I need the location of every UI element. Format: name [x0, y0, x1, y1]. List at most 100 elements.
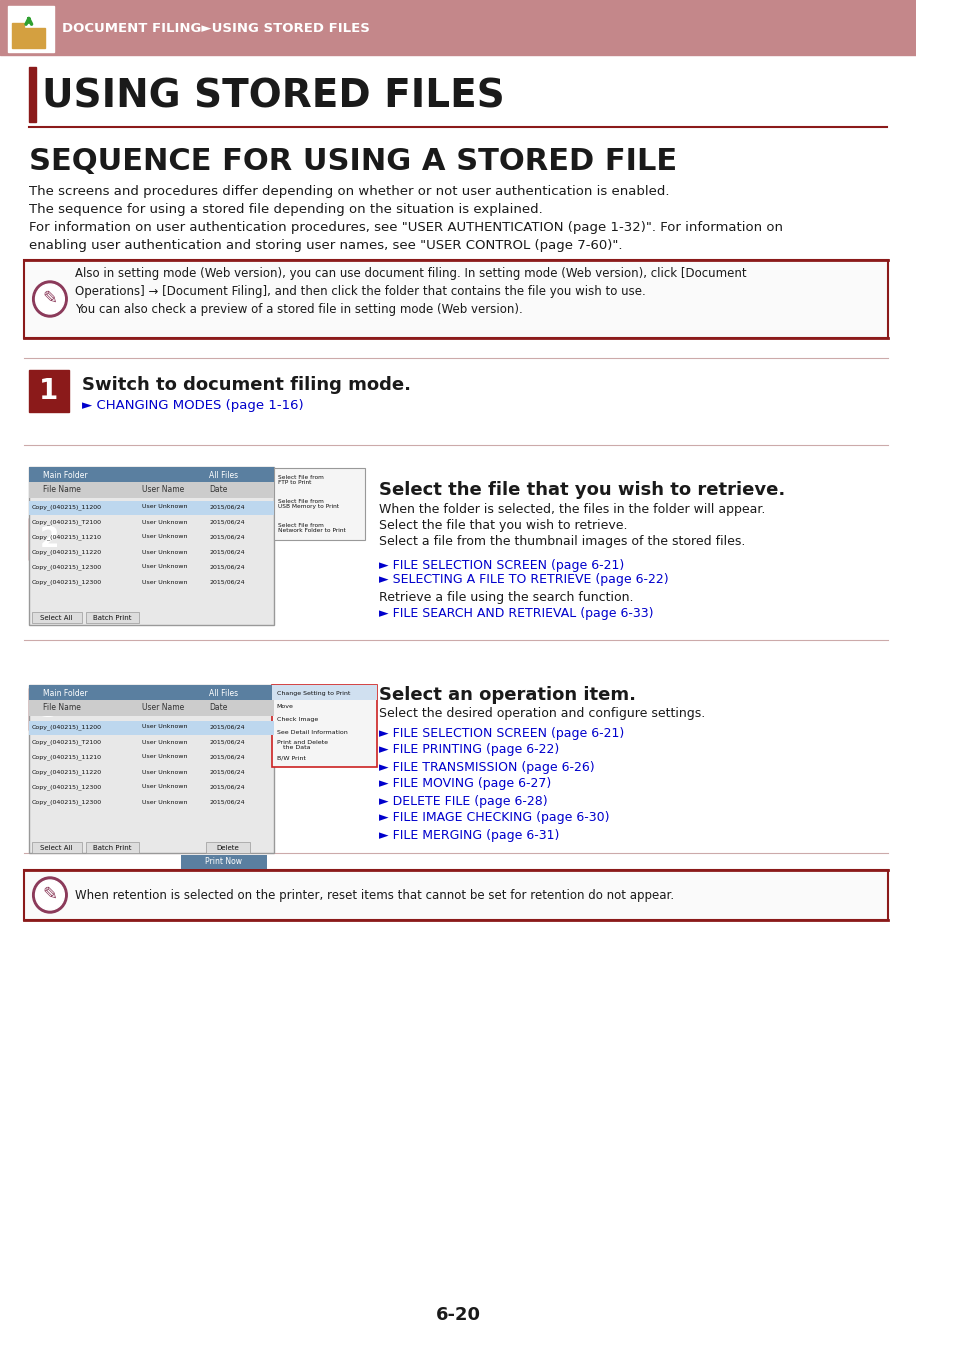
Bar [29, 482, 274, 498]
Text: ► FILE PRINTING (page 6-22): ► FILE PRINTING (page 6-22) [379, 744, 559, 756]
Bar [180, 855, 267, 869]
Text: ► FILE SELECTION SCREEN (page 6-21): ► FILE SELECTION SCREEN (page 6-21) [379, 559, 624, 571]
Text: User Unknown: User Unknown [142, 579, 188, 585]
Bar [29, 684, 274, 853]
Bar [29, 688, 69, 730]
Text: Move: Move [276, 703, 294, 709]
Text: Select All: Select All [40, 845, 72, 850]
Text: For information on user authentication procedures, see "USER AUTHENTICATION (pag: For information on user authentication p… [29, 221, 782, 235]
Text: ✎: ✎ [42, 886, 57, 904]
Text: User Unknown: User Unknown [142, 755, 188, 760]
Text: Delete: Delete [216, 845, 238, 850]
Bar [29, 684, 274, 701]
Text: 3: 3 [39, 695, 58, 724]
Text: User Unknown: User Unknown [142, 520, 188, 525]
Circle shape [35, 284, 64, 315]
Text: 1: 1 [39, 377, 58, 405]
Bar [29, 518, 69, 560]
Text: Copy_(040215)_T2100: Copy_(040215)_T2100 [31, 520, 102, 525]
Bar [29, 721, 274, 734]
Bar [87, 842, 139, 853]
Text: 2015/06/24: 2015/06/24 [209, 535, 245, 540]
Text: 2015/06/24: 2015/06/24 [209, 755, 245, 760]
Text: User Unknown: User Unknown [142, 799, 188, 805]
Bar [12, 23, 24, 28]
Bar [29, 501, 274, 514]
Text: 2015/06/24: 2015/06/24 [209, 784, 245, 790]
Text: User Unknown: User Unknown [142, 784, 188, 790]
Text: ► FILE SELECTION SCREEN (page 6-21): ► FILE SELECTION SCREEN (page 6-21) [379, 726, 624, 740]
Bar [29, 701, 274, 716]
Text: SEQUENCE FOR USING A STORED FILE: SEQUENCE FOR USING A STORED FILE [29, 147, 677, 177]
Text: 2015/06/24: 2015/06/24 [209, 520, 245, 525]
Text: Copy_(040215)_12300: Copy_(040215)_12300 [31, 564, 102, 570]
Text: ► FILE MOVING (page 6-27): ► FILE MOVING (page 6-27) [379, 778, 551, 791]
Text: DOCUMENT FILING►USING STORED FILES: DOCUMENT FILING►USING STORED FILES [62, 22, 370, 35]
Text: 2015/06/24: 2015/06/24 [209, 799, 245, 805]
Text: Batch Print: Batch Print [93, 614, 132, 621]
Text: 2015/06/24: 2015/06/24 [209, 505, 245, 509]
Bar [29, 467, 274, 625]
Text: Check Image: Check Image [276, 717, 317, 721]
Bar [31, 842, 82, 853]
Bar [31, 612, 82, 622]
Text: User Name: User Name [142, 703, 184, 713]
Text: User Unknown: User Unknown [142, 564, 188, 570]
Text: Select File from
FTP to Print: Select File from FTP to Print [278, 475, 324, 486]
Text: File Name: File Name [43, 703, 81, 713]
Text: ► CHANGING MODES (page 1-16): ► CHANGING MODES (page 1-16) [82, 400, 303, 413]
Text: See Detail Information: See Detail Information [276, 729, 347, 734]
Text: User Unknown: User Unknown [142, 769, 188, 775]
Text: User Unknown: User Unknown [142, 505, 188, 509]
Text: ► FILE TRANSMISSION (page 6-26): ► FILE TRANSMISSION (page 6-26) [379, 760, 595, 774]
Bar [272, 684, 377, 701]
Text: 2015/06/24: 2015/06/24 [209, 740, 245, 744]
Text: User Unknown: User Unknown [142, 549, 188, 555]
Text: Copy_(040215)_12300: Copy_(040215)_12300 [31, 784, 102, 790]
Text: Copy_(040215)_11200: Copy_(040215)_11200 [31, 504, 102, 510]
Text: 2015/06/24: 2015/06/24 [209, 579, 245, 585]
Bar [87, 612, 139, 622]
Text: Select the file that you wish to retrieve.: Select the file that you wish to retriev… [379, 520, 627, 532]
Bar [0, 0, 915, 55]
Text: ► FILE IMAGE CHECKING (page 6-30): ► FILE IMAGE CHECKING (page 6-30) [379, 811, 609, 825]
Text: 2015/06/24: 2015/06/24 [209, 549, 245, 555]
Text: ► DELETE FILE (page 6-28): ► DELETE FILE (page 6-28) [379, 795, 547, 807]
Text: Copy_(040215)_11210: Copy_(040215)_11210 [31, 755, 102, 760]
Text: Print Now: Print Now [205, 857, 242, 867]
Text: Date: Date [209, 486, 228, 494]
Text: The screens and procedures differ depending on whether or not user authenticatio: The screens and procedures differ depend… [29, 185, 669, 198]
Text: User Name: User Name [142, 486, 184, 494]
Text: Select an operation item.: Select an operation item. [379, 686, 636, 703]
Text: USING STORED FILES: USING STORED FILES [42, 77, 504, 115]
Text: File Name: File Name [43, 486, 81, 494]
Text: Select the desired operation and configure settings.: Select the desired operation and configu… [379, 706, 705, 720]
Text: Select All: Select All [40, 614, 72, 621]
Bar [274, 468, 364, 540]
Bar [8, 5, 53, 53]
Text: 6-20: 6-20 [436, 1305, 480, 1324]
Text: You can also check a preview of a stored file in setting mode (Web version).: You can also check a preview of a stored… [75, 302, 522, 316]
Text: ► SELECTING A FILE TO RETRIEVE (page 6-22): ► SELECTING A FILE TO RETRIEVE (page 6-2… [379, 574, 668, 586]
Text: Select the file that you wish to retrieve.: Select the file that you wish to retriev… [379, 481, 784, 500]
Circle shape [32, 281, 67, 317]
Text: All Files: All Files [209, 688, 238, 698]
Text: All Files: All Files [209, 471, 238, 479]
Text: Operations] → [Document Filing], and then click the folder that contains the fil: Operations] → [Document Filing], and the… [75, 285, 645, 297]
Bar [12, 28, 45, 49]
Circle shape [32, 878, 67, 913]
Text: B/W Print: B/W Print [276, 756, 305, 760]
Text: Copy_(040215)_11200: Copy_(040215)_11200 [31, 724, 102, 730]
Text: Copy_(040215)_11220: Copy_(040215)_11220 [31, 769, 102, 775]
Bar [29, 370, 69, 412]
Text: User Unknown: User Unknown [142, 740, 188, 744]
Text: User Unknown: User Unknown [142, 725, 188, 729]
Text: Select File from
Network Folder to Print: Select File from Network Folder to Print [278, 522, 346, 533]
Text: Print and Delete
   the Data: Print and Delete the Data [276, 740, 327, 751]
Text: Retrieve a file using the search function.: Retrieve a file using the search functio… [379, 591, 633, 605]
Bar [272, 684, 377, 767]
Bar [206, 842, 250, 853]
Text: Copy_(040215)_11220: Copy_(040215)_11220 [31, 549, 102, 555]
Bar [24, 261, 887, 338]
Text: Copy_(040215)_12300: Copy_(040215)_12300 [31, 799, 102, 805]
